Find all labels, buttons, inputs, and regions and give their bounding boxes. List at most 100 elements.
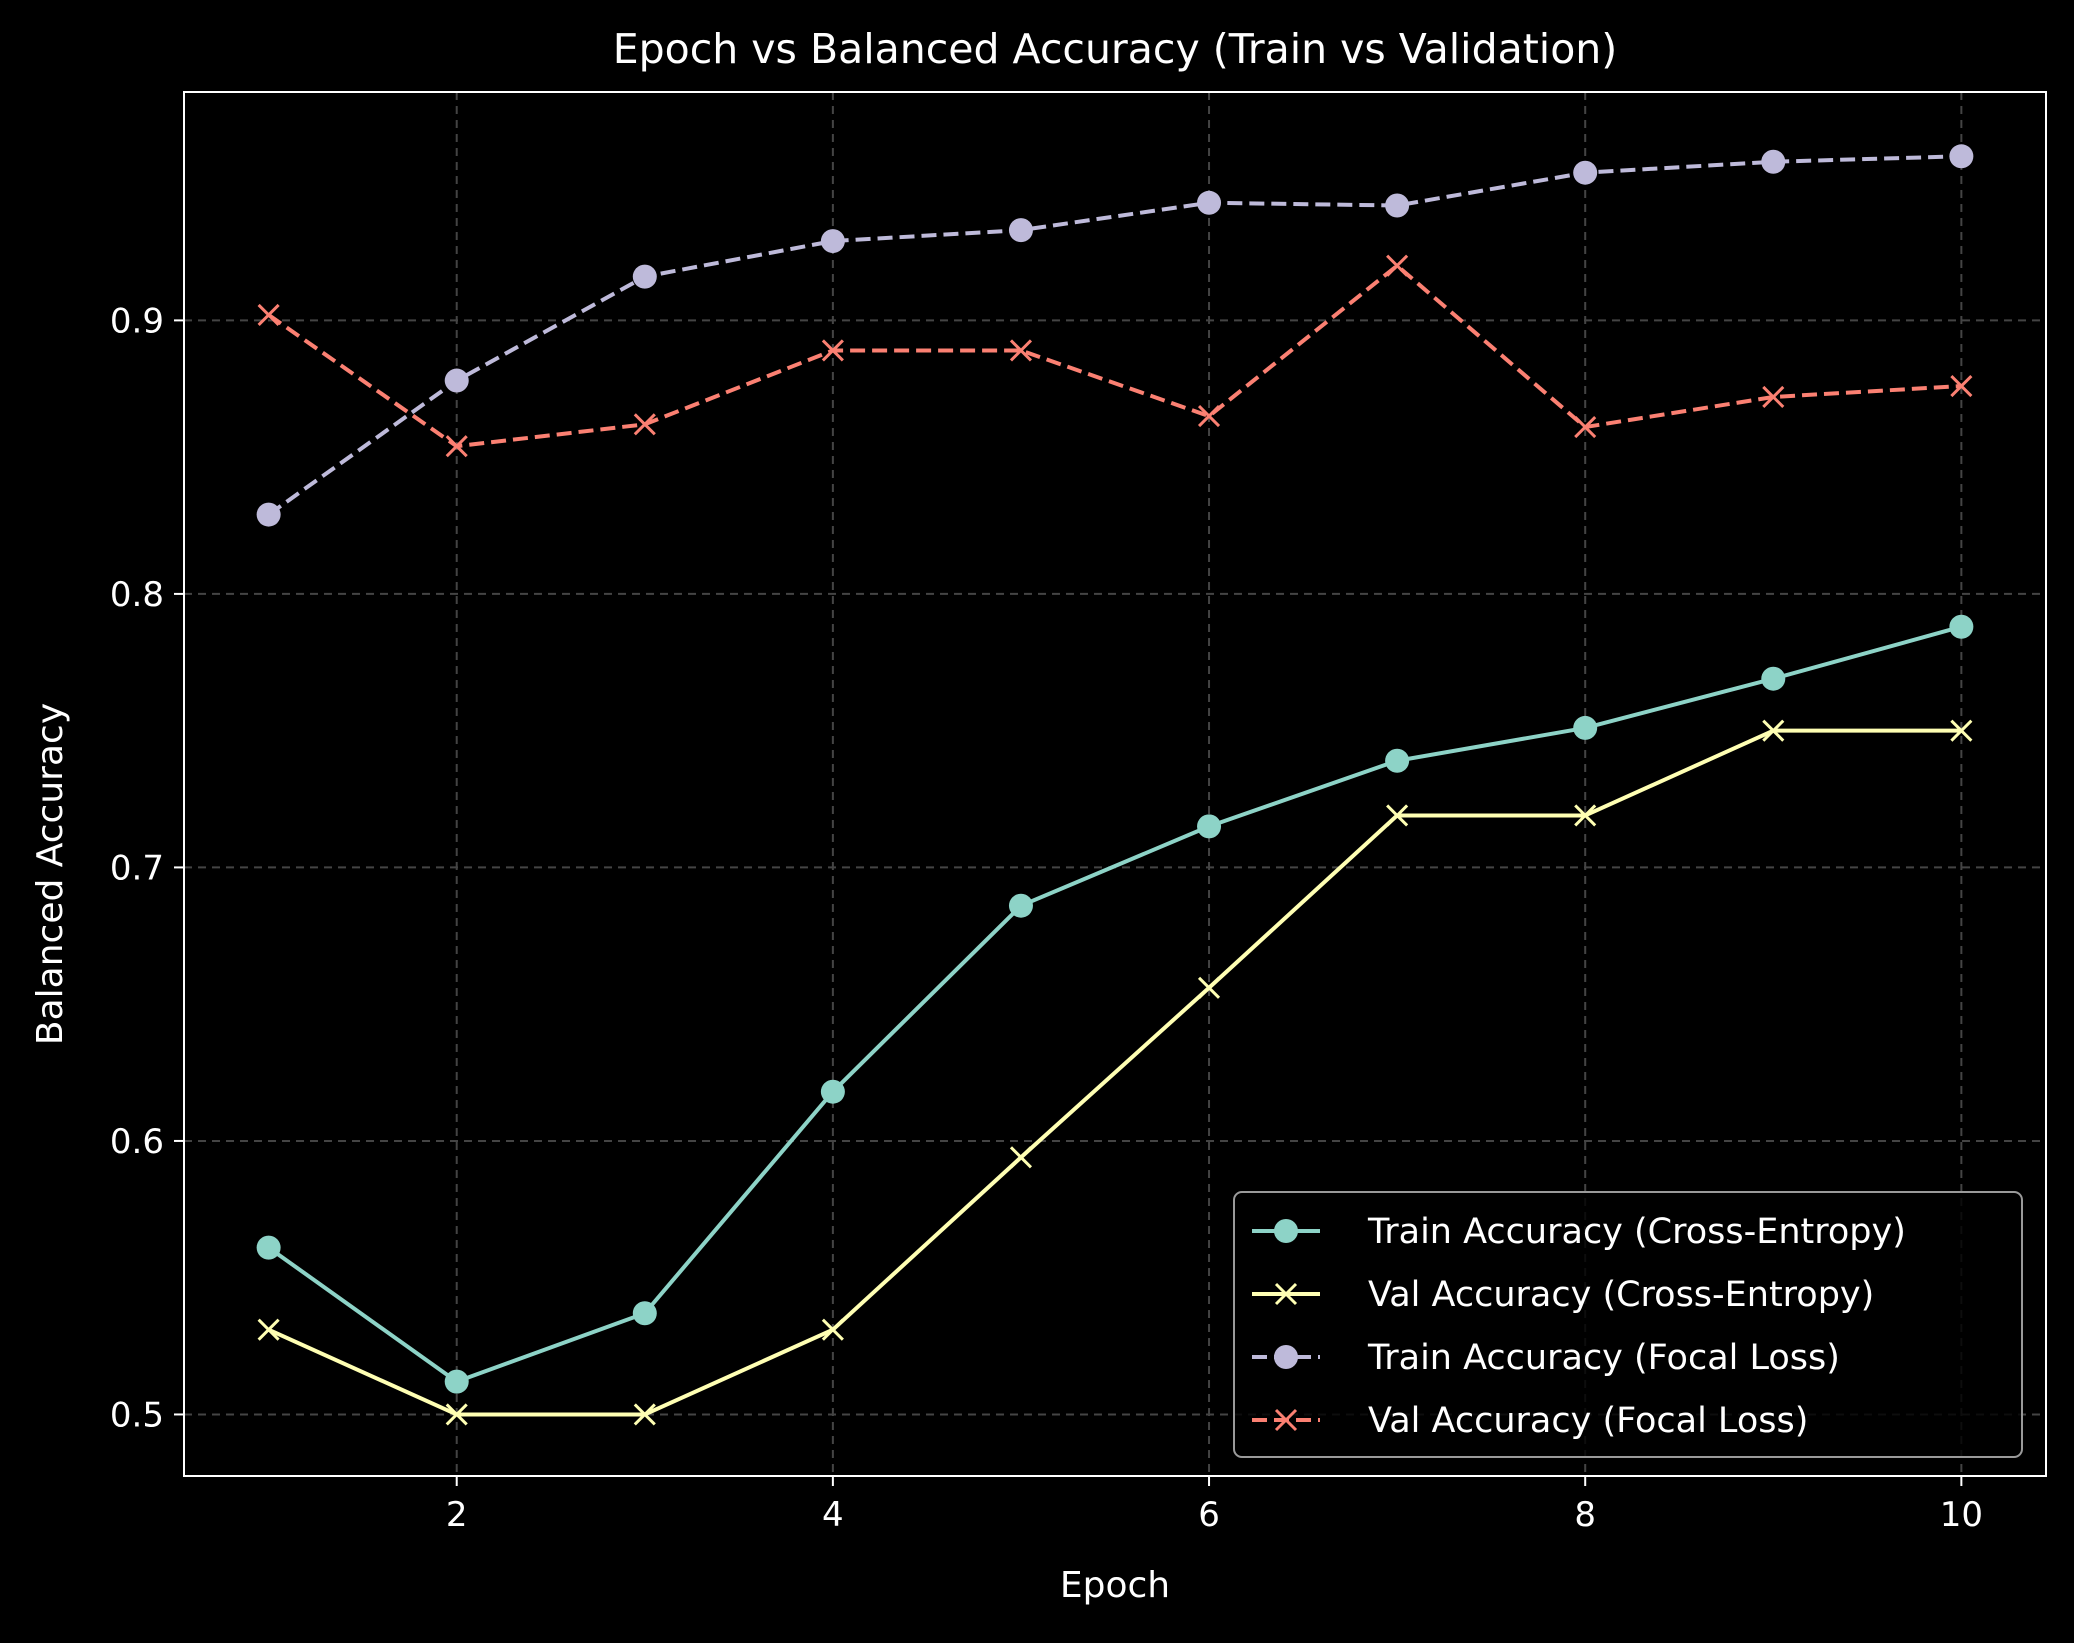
data-point-x-stroke	[1950, 374, 1973, 398]
series-line	[267, 624, 1962, 1384]
data-point	[1949, 144, 1974, 169]
data-point-x	[1950, 374, 1973, 398]
legend-item: Train Accuracy (Focal Loss)	[1252, 1338, 1840, 1378]
data-point-x-stroke	[1762, 719, 1785, 742]
ticks: 2 4 6 8 10 0.5 0.6 0.7 0.8 0.9	[110, 301, 1983, 1535]
data-point	[820, 1079, 845, 1104]
data-point-x-stroke	[1386, 254, 1409, 277]
data-point	[820, 229, 845, 254]
data-point	[444, 368, 469, 393]
y-tick-label: 0.6	[110, 1122, 164, 1162]
data-point-x-stroke	[1762, 385, 1785, 409]
data-point	[1197, 814, 1222, 839]
data-point-x	[1762, 385, 1785, 409]
legend-label: Val Accuracy (Focal Loss)	[1368, 1401, 1808, 1441]
data-point-x	[1009, 1146, 1033, 1169]
data-point-x-stroke	[1009, 1146, 1033, 1169]
data-point-x-stroke	[257, 303, 280, 326]
plot-frame	[183, 91, 2047, 1477]
data-point	[256, 502, 281, 527]
y-tick-label: 0.9	[110, 301, 164, 341]
data-point-x	[445, 435, 468, 458]
data-point-x-stroke	[1386, 804, 1409, 827]
data-point-x-stroke	[1950, 719, 1973, 742]
x-tick-label: 2	[446, 1495, 468, 1535]
data-point-x	[633, 1403, 656, 1426]
legend-label: Train Accuracy (Focal Loss)	[1367, 1338, 1840, 1378]
legend-item: Val Accuracy (Cross-Entropy)	[1252, 1275, 1874, 1315]
data-point-x-stroke	[633, 1403, 656, 1426]
x-tick-label: 8	[1574, 1495, 1596, 1535]
data-point-x-stroke	[821, 1318, 844, 1341]
legend-marker-stroke	[1274, 1408, 1298, 1432]
x-tick-label: 6	[1198, 1495, 1220, 1535]
legend-marker	[1274, 1219, 1298, 1243]
x-tick-label: 4	[822, 1495, 844, 1535]
data-point-x-stroke	[257, 1318, 280, 1341]
series-line	[267, 154, 1962, 517]
data-point-x-stroke	[445, 435, 468, 458]
data-point-x	[1950, 719, 1973, 742]
data-point-x	[445, 1403, 468, 1426]
data-point	[1761, 666, 1786, 691]
data-point	[632, 264, 657, 289]
y-tick-label: 0.7	[110, 848, 164, 888]
data-point	[1008, 893, 1033, 918]
data-point	[1949, 614, 1974, 639]
x-axis-label: Epoch	[1060, 1565, 1170, 1606]
legend-marker	[1274, 1345, 1298, 1369]
legend: Train Accuracy (Cross-Entropy) Val Accura…	[1233, 1191, 2023, 1458]
series-line	[267, 728, 1962, 1417]
data-point-x	[1009, 339, 1033, 362]
data-point-x-stroke	[1009, 339, 1033, 362]
data-point-x	[1197, 405, 1221, 428]
data-point-x	[1386, 804, 1409, 827]
data-point	[1008, 218, 1033, 243]
data-point	[632, 1301, 657, 1326]
data-point-x	[1197, 976, 1221, 999]
legend-item: Train Accuracy (Cross-Entropy)	[1252, 1212, 1906, 1252]
legend-label: Train Accuracy (Cross-Entropy)	[1367, 1212, 1906, 1252]
series-3	[256, 144, 1974, 527]
data-point-x	[1574, 415, 1597, 439]
series-layer	[256, 144, 1974, 1426]
data-point	[1385, 193, 1410, 218]
legend-marker-stroke	[1274, 1282, 1298, 1306]
data-point-x	[1386, 254, 1409, 277]
data-point-x	[257, 303, 280, 326]
series-1	[256, 614, 1974, 1394]
data-point	[1573, 160, 1598, 185]
data-point-x	[821, 339, 844, 362]
legend-marker	[1274, 1282, 1298, 1306]
data-point-x	[1574, 804, 1597, 827]
series-2	[257, 719, 1973, 1426]
y-tick-label: 0.8	[110, 575, 164, 615]
data-point	[1573, 715, 1598, 740]
data-point	[256, 1235, 281, 1260]
data-point-x-stroke	[633, 413, 656, 436]
chart-title: Epoch vs Balanced Accuracy (Train vs Val…	[613, 25, 1618, 73]
y-tick-label: 0.5	[110, 1395, 164, 1435]
data-point	[1761, 149, 1786, 174]
legend-marker	[1274, 1408, 1298, 1432]
legend-box	[1233, 1191, 2023, 1458]
y-axis-label: Balanced Accuracy	[30, 703, 71, 1045]
data-point-x-stroke	[821, 339, 844, 362]
data-point	[444, 1369, 469, 1394]
x-tick-label: 10	[1940, 1495, 1983, 1535]
data-point-x-stroke	[445, 1403, 468, 1426]
data-point-x	[633, 413, 656, 436]
data-point-x-stroke	[1574, 804, 1597, 827]
legend-item: Val Accuracy (Focal Loss)	[1252, 1401, 1808, 1441]
data-point-x-stroke	[1197, 405, 1221, 428]
data-point-x	[1762, 719, 1785, 742]
legend-label: Val Accuracy (Cross-Entropy)	[1368, 1275, 1874, 1315]
data-point-x-stroke	[1574, 415, 1597, 439]
data-point-x-stroke	[1197, 976, 1221, 999]
data-point-x	[821, 1318, 844, 1341]
data-point	[1197, 190, 1222, 215]
series-4	[257, 254, 1973, 458]
data-point-x	[257, 1318, 280, 1341]
